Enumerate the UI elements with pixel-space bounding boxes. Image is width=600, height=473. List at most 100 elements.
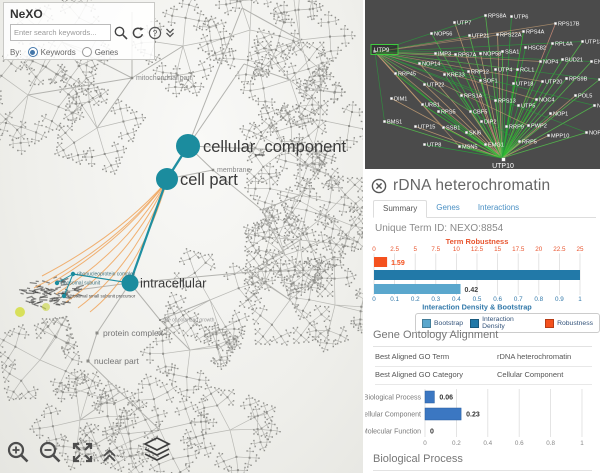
gene-label[interactable]: RRP45: [398, 72, 416, 78]
gene-label[interactable]: UTP18: [516, 82, 533, 88]
term-label[interactable]: site of polarized growth: [163, 318, 215, 324]
gene-label[interactable]: UTP21: [472, 34, 489, 40]
term-node[interactable]: [121, 274, 139, 292]
radio-genes-label[interactable]: Genes: [94, 47, 119, 57]
tab-interactions[interactable]: Interactions: [477, 203, 520, 212]
tab-summary[interactable]: Summary: [373, 200, 428, 218]
gene-label[interactable]: NOP58: [483, 52, 501, 58]
gene-node[interactable]: [465, 131, 468, 134]
term-label[interactable]: membrane: [217, 167, 251, 174]
gene-node[interactable]: [561, 58, 564, 61]
gene-node[interactable]: [547, 134, 550, 137]
gene-node[interactable]: [443, 73, 446, 76]
gene-node[interactable]: [437, 110, 440, 113]
radio-keywords[interactable]: [27, 47, 38, 57]
gene-node[interactable]: [524, 46, 527, 49]
interaction-network-panel[interactable]: UTP9 UTP7 RPS8A UTP6 RPS17B NOP56 UTP21 RPS22A R…: [363, 0, 600, 170]
close-icon[interactable]: [371, 178, 387, 194]
term-label[interactable]: ribosomal small subunit precursor: [68, 294, 136, 299]
term-label[interactable]: mitochondrial part: [136, 75, 192, 82]
gene-label[interactable]: HSC82: [528, 46, 546, 52]
gene-label[interactable]: MPP10: [551, 134, 569, 140]
gene-label[interactable]: UTP13: [585, 40, 600, 46]
gene-label[interactable]: RPS13: [498, 99, 516, 105]
gene-node[interactable]: [501, 50, 504, 53]
gene-node[interactable]: [510, 15, 513, 18]
gene-label[interactable]: NAN1: [597, 104, 600, 110]
term-node[interactable]: [95, 331, 99, 335]
zoom-in-icon[interactable]: [6, 440, 31, 465]
gene-label[interactable]: NOP6: [589, 131, 600, 137]
gene-node[interactable]: [484, 14, 487, 17]
gene-node[interactable]: [453, 21, 456, 24]
gene-label[interactable]: NOP4: [543, 60, 558, 66]
gene-label[interactable]: RPS8A: [488, 14, 507, 20]
gene-node[interactable]: [434, 52, 437, 55]
gene-node[interactable]: [494, 99, 497, 102]
gene-node[interactable]: [505, 125, 508, 128]
term-label[interactable]: ribonucleoprotein complex: [77, 272, 136, 278]
gene-label[interactable]: EMG1: [488, 143, 504, 149]
gene-node[interactable]: [430, 32, 433, 35]
gene-node[interactable]: [539, 60, 542, 63]
radio-keywords-label[interactable]: Keywords: [40, 47, 76, 57]
gene-node[interactable]: [454, 53, 457, 56]
gene-node[interactable]: [468, 34, 471, 37]
radio-genes[interactable]: [81, 47, 92, 57]
term-label[interactable]: cell part: [180, 171, 238, 189]
gene-node[interactable]: [554, 22, 557, 25]
gene-label[interactable]: RPS7A: [458, 53, 477, 59]
gene-node[interactable]: [383, 120, 386, 123]
gene-label[interactable]: SSB1: [446, 126, 460, 132]
gene-node[interactable]: [421, 103, 424, 106]
gene-label[interactable]: CBF5: [473, 110, 487, 116]
gene-label[interactable]: UTP4: [498, 68, 512, 74]
fit-screen-icon[interactable]: [70, 440, 95, 465]
gene-node[interactable]: [512, 82, 515, 85]
term-node[interactable]: [130, 76, 134, 80]
ontology-canvas[interactable]: cellular_component cell part intracellular…: [0, 0, 363, 473]
gene-node[interactable]: [423, 143, 426, 146]
gene-label[interactable]: RPS22A: [500, 33, 522, 39]
gene-node[interactable]: [518, 140, 521, 143]
gene-label[interactable]: UTP8: [427, 143, 441, 149]
gene-node[interactable]: [565, 77, 568, 80]
term-node[interactable]: [159, 319, 161, 321]
gene-label[interactable]: DIM1: [394, 97, 407, 103]
term-node[interactable]: [211, 168, 215, 172]
gene-node[interactable]: [414, 125, 417, 128]
gene-node[interactable]: [585, 131, 588, 134]
term-label[interactable]: intracellular: [140, 276, 207, 291]
collapse-up-icon[interactable]: [102, 448, 117, 463]
gene-label[interactable]: NOP1: [553, 112, 568, 118]
term-node[interactable]: [86, 359, 90, 363]
gene-label[interactable]: RPS4A: [526, 30, 545, 36]
layers-icon[interactable]: [142, 437, 172, 465]
term-label[interactable]: ribosomal subunit: [61, 281, 101, 287]
gene-node[interactable]: [467, 70, 470, 73]
gene-label[interactable]: IMP3: [438, 52, 451, 58]
term-label[interactable]: protein complex: [103, 328, 164, 338]
gene-label[interactable]: UTP10: [492, 163, 514, 170]
gene-label[interactable]: POL5: [578, 94, 592, 100]
gene-label[interactable]: UTP6: [514, 15, 528, 21]
gene-node[interactable]: [480, 120, 483, 123]
gene-node[interactable]: [373, 50, 376, 53]
term-label[interactable]: nuclear part: [94, 356, 140, 366]
gene-label[interactable]: RPS5: [441, 110, 456, 116]
gene-node[interactable]: [496, 33, 499, 36]
gene-node[interactable]: [469, 110, 472, 113]
gene-label[interactable]: BUD21: [565, 58, 583, 64]
gene-node[interactable]: [517, 104, 520, 107]
gene-label[interactable]: NOP14: [422, 62, 440, 68]
zoom-out-icon[interactable]: [38, 440, 63, 465]
gene-label[interactable]: UTP5: [521, 104, 535, 110]
gene-label[interactable]: URB1: [425, 103, 440, 109]
gene-label[interactable]: NOC4: [539, 98, 555, 104]
interaction-network-graph[interactable]: UTP9 UTP7 RPS8A UTP6 RPS17B NOP56 UTP21 RPS22A R…: [365, 0, 600, 170]
gene-node[interactable]: [590, 60, 593, 63]
gene-label[interactable]: RRP5: [522, 140, 537, 146]
gene-label[interactable]: UTP15: [418, 125, 435, 131]
collapse-icon[interactable]: [165, 27, 175, 39]
